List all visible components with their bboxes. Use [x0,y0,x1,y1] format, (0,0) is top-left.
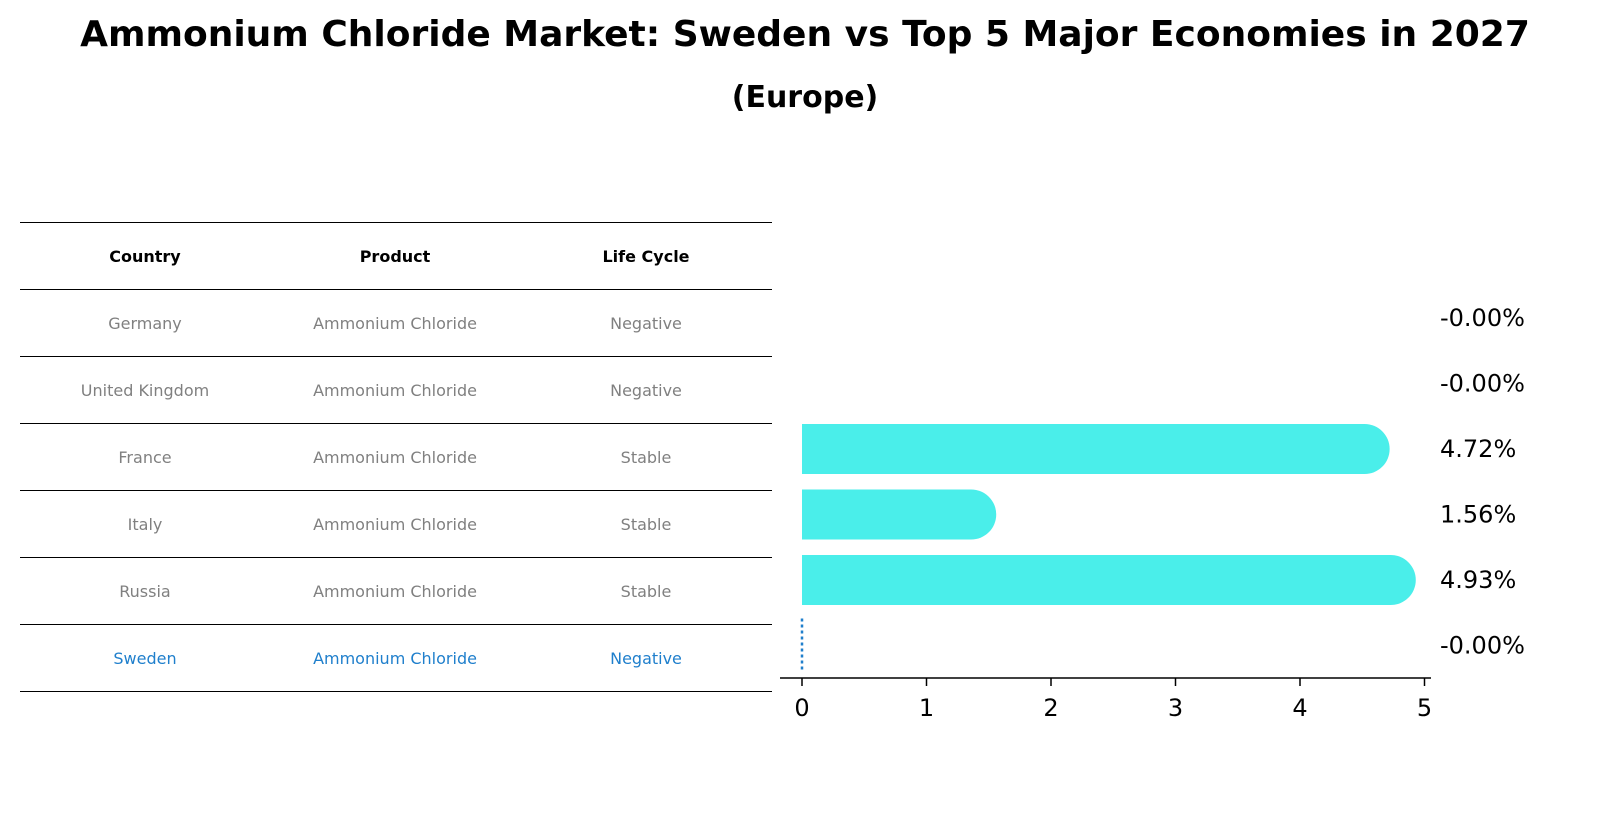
table-row: France Ammonium Chloride Stable [20,424,772,491]
bar-france [802,424,1390,474]
value-label: -0.00% [1440,370,1525,398]
x-tick-label: 4 [1292,694,1307,722]
product-cell: Ammonium Chloride [313,648,477,668]
product-cell: Ammonium Chloride [313,447,477,467]
product-cell: Ammonium Chloride [313,380,477,400]
product-cell: Ammonium Chloride [313,581,477,601]
value-label: -0.00% [1440,632,1525,660]
country-table: Country Product Life Cycle Germany Ammon… [20,222,772,692]
product-cell: Ammonium Chloride [313,313,477,333]
x-tick-label: 0 [794,694,809,722]
bar-italy [802,489,997,540]
bar-russia [802,555,1416,605]
table-row: Russia Ammonium Chloride Stable [20,558,772,625]
x-tick-label: 1 [919,694,934,722]
table-row-highlight: Sweden Ammonium Chloride Negative [20,625,772,692]
chart-title: Ammonium Chloride Market: Sweden vs Top … [80,14,1530,55]
country-cell: France [118,447,172,467]
value-label: 1.56% [1440,501,1516,529]
value-label: -0.00% [1440,304,1525,332]
country-cell: United Kingdom [80,380,210,400]
life-cycle-cell: Negative [610,648,682,668]
header-product: Product [359,246,431,266]
product-cell: Ammonium Chloride [313,514,477,534]
life-cycle-cell: Negative [610,380,682,400]
table-row: Italy Ammonium Chloride Stable [20,491,772,558]
value-label: 4.72% [1440,435,1516,463]
x-tick-label: 2 [1043,694,1058,722]
table-row: Germany Ammonium Chloride Negative [20,290,772,357]
chart-subtitle: (Europe) [731,80,879,115]
header-country: Country [109,246,181,266]
table-header-row: Country Product Life Cycle [20,222,772,290]
country-cell: Germany [108,313,182,333]
life-cycle-cell: Stable [620,581,672,601]
life-cycle-cell: Negative [610,313,682,333]
table-row: United Kingdom Ammonium Chloride Negativ… [20,357,772,424]
country-cell: Italy [127,514,163,534]
x-tick-label: 5 [1417,694,1432,722]
life-cycle-cell: Stable [620,514,672,534]
growth-bar-chart: -0.00% -0.00% 4.72% 1.56% 4.93% -0.00% 0 1 2 3 4 5 [780,304,1525,722]
country-cell: Russia [119,581,171,601]
x-tick-label: 3 [1168,694,1183,722]
value-label: 4.93% [1440,566,1516,594]
country-cell: Sweden [113,648,177,668]
life-cycle-cell: Stable [620,447,672,467]
header-life-cycle: Life Cycle [602,246,690,266]
